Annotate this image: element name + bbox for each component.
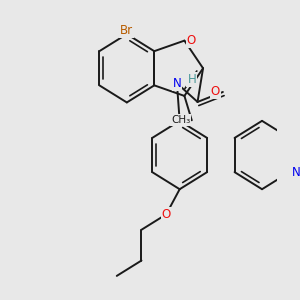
Text: CH₃: CH₃: [171, 115, 190, 125]
Text: H: H: [188, 73, 196, 86]
Text: O: O: [211, 85, 220, 98]
Text: Br: Br: [120, 24, 134, 37]
Text: O: O: [187, 34, 196, 47]
Text: N: N: [292, 166, 300, 178]
Text: N: N: [172, 77, 181, 90]
Text: O: O: [162, 208, 171, 221]
